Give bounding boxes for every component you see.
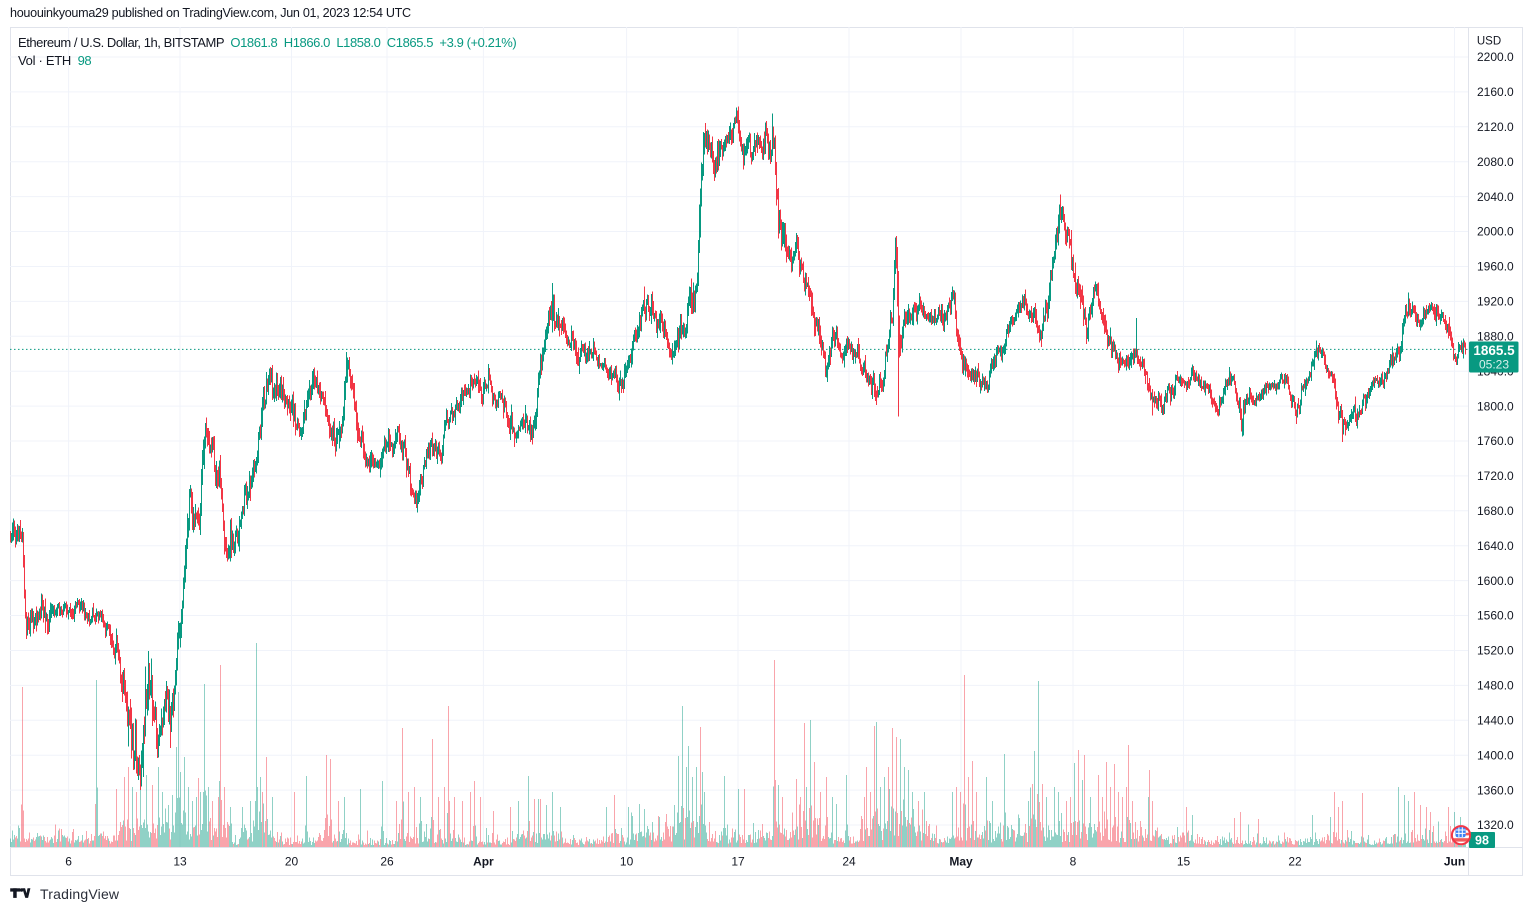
svg-text:6: 6 bbox=[65, 855, 72, 869]
svg-text:17: 17 bbox=[731, 855, 745, 869]
svg-text:1880.0: 1880.0 bbox=[1477, 330, 1514, 344]
svg-text:20: 20 bbox=[285, 855, 299, 869]
svg-text:USD: USD bbox=[1477, 36, 1501, 48]
svg-text:1865.5: 1865.5 bbox=[1473, 343, 1515, 358]
svg-text:1520.0: 1520.0 bbox=[1477, 644, 1514, 658]
svg-text:May: May bbox=[949, 855, 973, 869]
svg-text:1800.0: 1800.0 bbox=[1477, 399, 1514, 413]
svg-text:1360.0: 1360.0 bbox=[1477, 783, 1514, 797]
svg-text:Apr: Apr bbox=[473, 855, 494, 869]
svg-text:2080.0: 2080.0 bbox=[1477, 155, 1514, 169]
svg-text:2160.0: 2160.0 bbox=[1477, 85, 1514, 99]
svg-text:13: 13 bbox=[173, 855, 187, 869]
svg-text:22: 22 bbox=[1288, 855, 1302, 869]
svg-text:2000.0: 2000.0 bbox=[1477, 225, 1514, 239]
svg-text:1960.0: 1960.0 bbox=[1477, 260, 1514, 274]
svg-text:1760.0: 1760.0 bbox=[1477, 434, 1514, 448]
svg-text:98: 98 bbox=[1475, 834, 1489, 848]
svg-text:1480.0: 1480.0 bbox=[1477, 679, 1514, 693]
svg-text:1440.0: 1440.0 bbox=[1477, 714, 1514, 728]
svg-text:Jun: Jun bbox=[1444, 855, 1465, 869]
svg-text:10: 10 bbox=[620, 855, 634, 869]
svg-text:26: 26 bbox=[380, 855, 394, 869]
svg-text:2040.0: 2040.0 bbox=[1477, 190, 1514, 204]
svg-text:24: 24 bbox=[842, 855, 856, 869]
svg-text:8: 8 bbox=[1070, 855, 1077, 869]
svg-text:1320.0: 1320.0 bbox=[1477, 818, 1514, 832]
svg-text:1560.0: 1560.0 bbox=[1477, 609, 1514, 623]
svg-text:2200.0: 2200.0 bbox=[1477, 50, 1514, 64]
svg-text:15: 15 bbox=[1177, 855, 1191, 869]
svg-text:1720.0: 1720.0 bbox=[1477, 469, 1514, 483]
svg-text:1400.0: 1400.0 bbox=[1477, 748, 1514, 762]
svg-text:2120.0: 2120.0 bbox=[1477, 120, 1514, 134]
svg-text:1600.0: 1600.0 bbox=[1477, 574, 1514, 588]
svg-text:05:23: 05:23 bbox=[1479, 358, 1509, 372]
svg-text:1680.0: 1680.0 bbox=[1477, 504, 1514, 518]
svg-text:1640.0: 1640.0 bbox=[1477, 539, 1514, 553]
svg-text:1920.0: 1920.0 bbox=[1477, 295, 1514, 309]
